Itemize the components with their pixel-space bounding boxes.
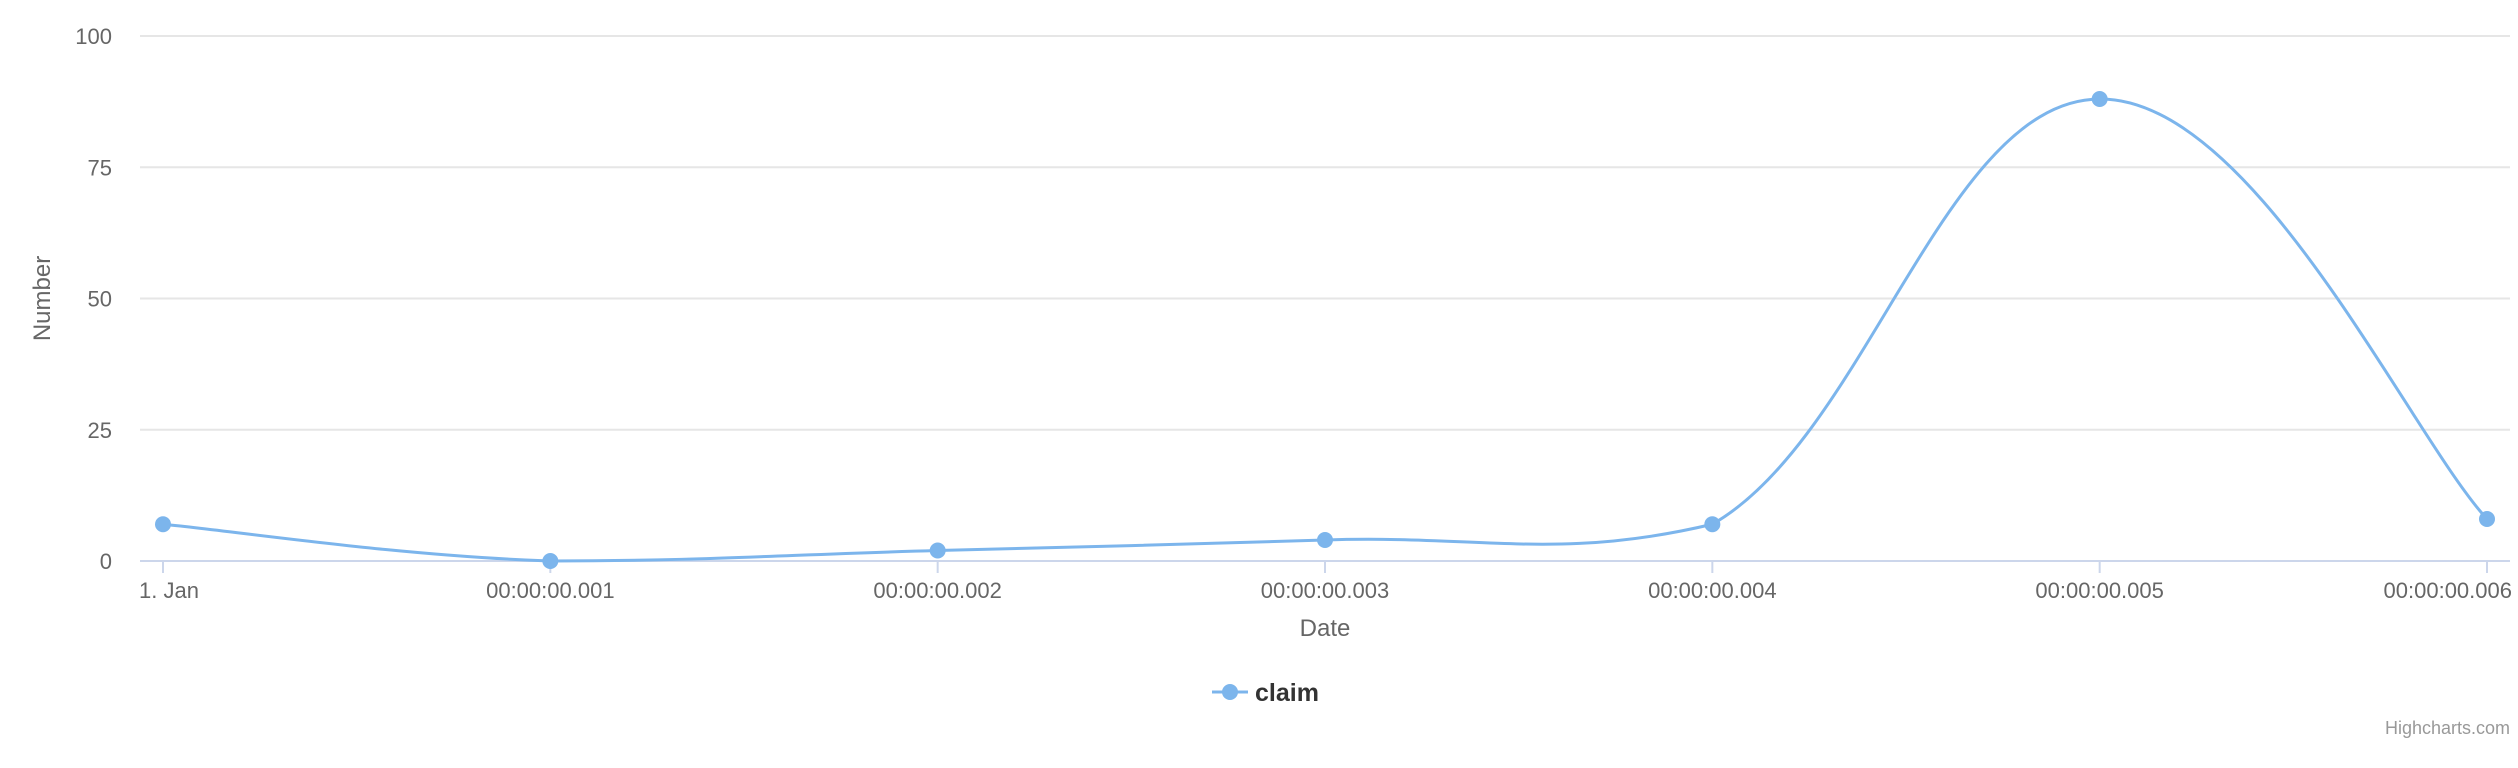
data-point[interactable]	[1317, 532, 1333, 548]
x-tick-labels: 1. Jan 00:00:00.001 00:00:00.002 00:00:00.0…	[139, 561, 2512, 603]
series-claim[interactable]	[155, 91, 2495, 569]
data-point[interactable]	[2479, 511, 2495, 527]
data-point[interactable]	[155, 516, 171, 533]
x-axis-title: Date	[1300, 615, 1351, 642]
y-tick-label: 25	[88, 418, 112, 443]
series-line-claim[interactable]	[161, 97, 2489, 563]
legend-item-label[interactable]: claim	[1255, 679, 1319, 707]
x-tick-label: 1. Jan	[139, 578, 199, 603]
y-tick-labels: 0 25 50 75 100	[75, 24, 112, 574]
x-tick-label: 00:00:00.006	[2384, 578, 2512, 603]
y-tick-label: 100	[75, 24, 112, 49]
x-tick-label: 00:00:00.005	[2035, 578, 2163, 603]
x-tick-label: 00:00:00.001	[486, 578, 614, 603]
legend[interactable]: claim	[1212, 679, 1319, 707]
y-tick-label: 50	[88, 287, 112, 312]
data-point[interactable]	[1704, 516, 1721, 533]
x-tick-label: 00:00:00.002	[873, 578, 1001, 603]
credits-link[interactable]: Highcharts.com	[2385, 718, 2510, 738]
x-tick-label: 00:00:00.003	[1261, 578, 1389, 603]
y-axis-title: Number	[29, 256, 56, 341]
gridlines	[140, 35, 2510, 431]
data-point[interactable]	[929, 542, 946, 559]
legend-marker-symbol	[1222, 684, 1238, 700]
y-tick-label: 0	[100, 549, 112, 574]
x-tick-label: 00:00:00.004	[1648, 578, 1776, 603]
data-point[interactable]	[542, 553, 559, 569]
y-tick-label: 75	[88, 155, 112, 180]
data-point[interactable]	[2091, 91, 2108, 107]
